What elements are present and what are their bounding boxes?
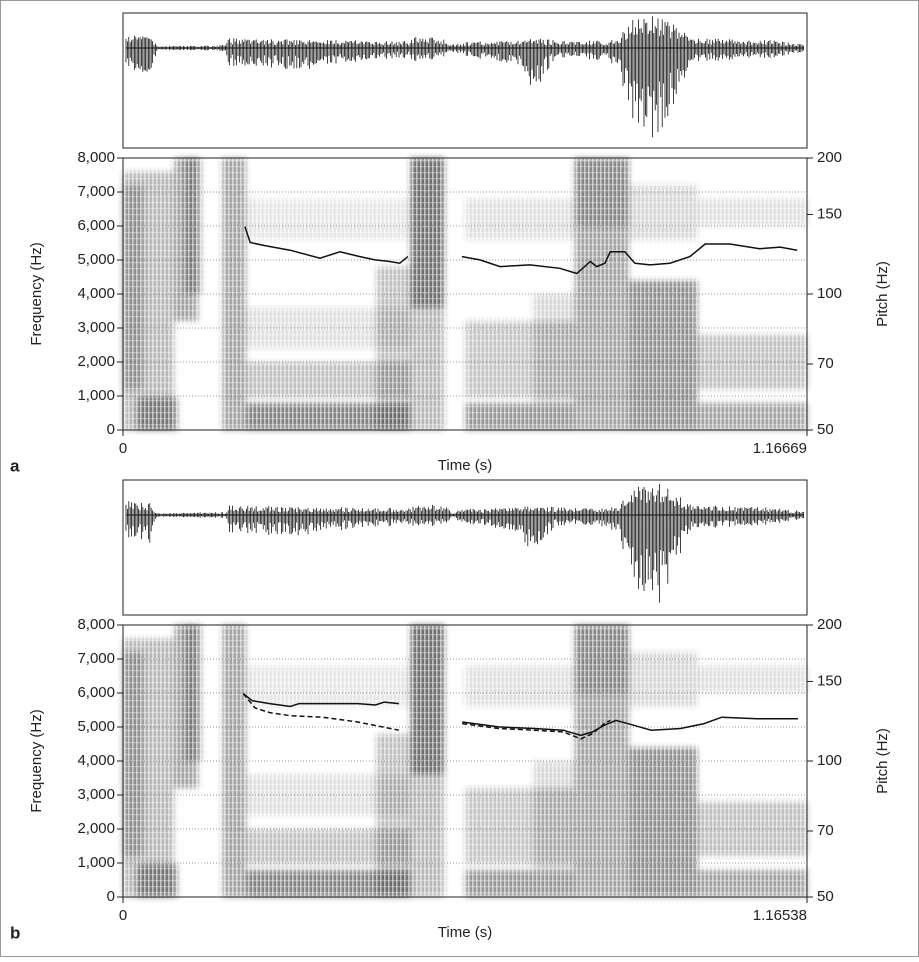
y2-tick-label: 50: [817, 888, 834, 905]
y2-axis-label: Pitch (Hz): [874, 728, 891, 794]
panel-label: a: [10, 456, 20, 475]
y-tick-label: 4,000: [77, 752, 115, 769]
y-tick-label: 3,000: [77, 786, 115, 803]
x-tick-label: 0: [119, 440, 127, 457]
y-tick-label: 3,000: [77, 319, 115, 336]
y-tick-label: 0: [107, 421, 115, 438]
y-tick-label: 1,000: [77, 854, 115, 871]
y2-axis-label: Pitch (Hz): [874, 261, 891, 327]
y-axis-label: Frequency (Hz): [28, 709, 45, 812]
pitch-contour: [244, 226, 798, 275]
plot-frame: [122, 157, 808, 431]
pitch-contour: [242, 693, 611, 740]
y2-tick-label: 150: [817, 672, 842, 689]
y-tick-label: 7,000: [77, 650, 115, 667]
y2-tick-label: 200: [817, 149, 842, 166]
waveform-frame: [122, 479, 808, 616]
y-tick-label: 0: [107, 888, 115, 905]
y-tick-label: 8,000: [77, 149, 115, 166]
y2-tick-label: 150: [817, 205, 842, 222]
x-axis-label: Time (s): [438, 924, 492, 941]
y-tick-label: 5,000: [77, 251, 115, 268]
y-tick-label: 8,000: [77, 616, 115, 633]
y2-tick-label: 50: [817, 421, 834, 438]
y2-tick-label: 100: [817, 285, 842, 302]
x-tick-label: 0: [119, 907, 127, 924]
y2-tick-label: 70: [817, 355, 834, 372]
y-tick-label: 2,000: [77, 353, 115, 370]
waveform-frame: [122, 12, 808, 149]
pitch-contour: [242, 693, 798, 737]
y2-tick-label: 70: [817, 822, 834, 839]
y-tick-label: 6,000: [77, 684, 115, 701]
x-axis-label: Time (s): [438, 457, 492, 474]
y-tick-label: 6,000: [77, 217, 115, 234]
x-tick-label: 1.16538: [753, 907, 807, 924]
y-tick-label: 5,000: [77, 718, 115, 735]
y-axis-label: Frequency (Hz): [28, 242, 45, 345]
panel-label: b: [10, 923, 20, 942]
y-tick-label: 1,000: [77, 387, 115, 404]
y-tick-label: 4,000: [77, 285, 115, 302]
y2-tick-label: 200: [817, 616, 842, 633]
plot-frame: [122, 624, 808, 898]
y2-tick-label: 100: [817, 752, 842, 769]
x-tick-label: 1.16669: [753, 440, 807, 457]
y-tick-label: 2,000: [77, 820, 115, 837]
y-tick-label: 7,000: [77, 183, 115, 200]
